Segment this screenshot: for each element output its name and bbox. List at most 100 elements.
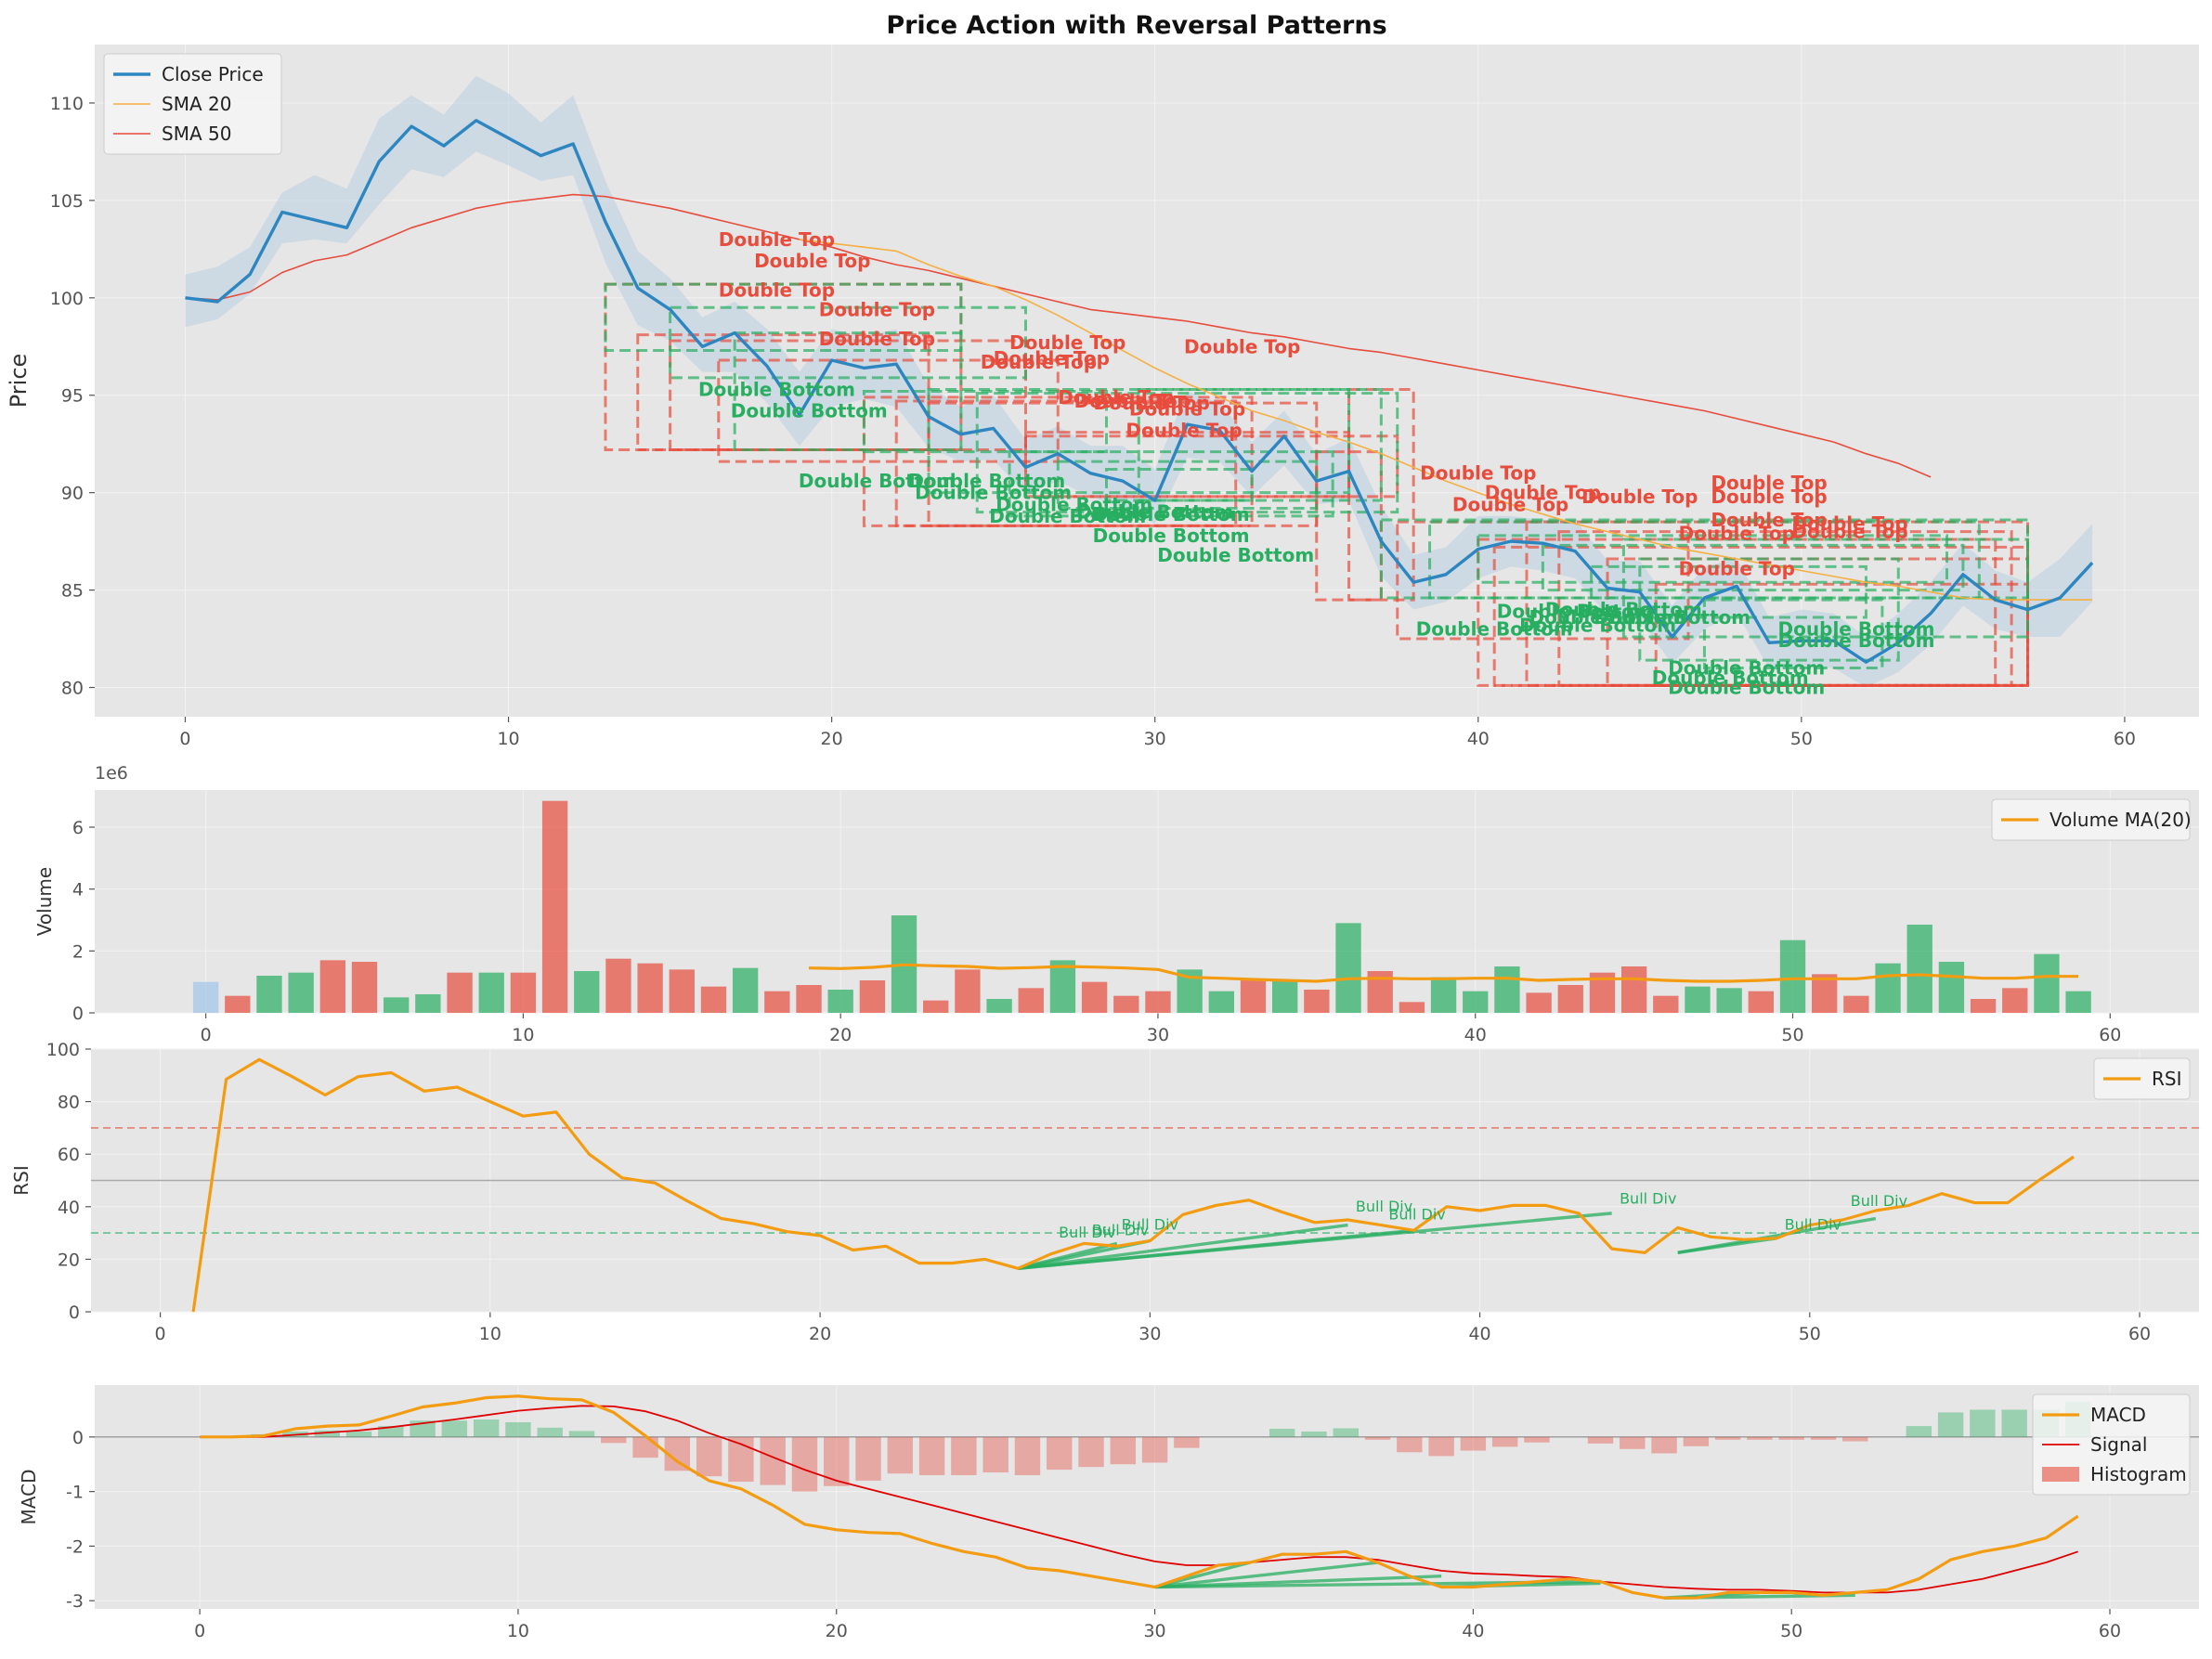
rsi-divergence-line (1018, 1223, 1348, 1270)
macd-histogram-bar (505, 1421, 531, 1437)
x-tick-label: 40 (1462, 1621, 1484, 1641)
double-bottom-label: Double Bottom (1519, 614, 1676, 636)
bull-divergence-label: Bull Div (1785, 1216, 1841, 1234)
macd-histogram-bar (918, 1436, 945, 1475)
x-tick-label: 40 (1464, 1025, 1487, 1045)
y-tick-label: 110 (50, 94, 84, 114)
double-bottom-label: Double Bottom (1093, 503, 1250, 525)
macd-histogram-bar (2001, 1409, 2027, 1437)
volume-bar (1685, 986, 1711, 1013)
x-tick-label: 0 (201, 1025, 212, 1045)
double-bottom-box (1137, 387, 1383, 502)
volume-bar (1208, 991, 1234, 1013)
double-bottom-label: Double Bottom (1594, 606, 1750, 629)
double-bottom-box (669, 305, 1027, 380)
volume-bar (827, 990, 853, 1013)
double-top-box (717, 358, 1060, 463)
double-bottom-label: Double Bottom (1652, 667, 1809, 689)
double-top-box (1654, 582, 2030, 687)
y-tick-label: 85 (61, 581, 84, 602)
double-bottom-box (1638, 557, 1900, 662)
macd-histogram-bar (568, 1431, 595, 1437)
double-bottom-label: Double Bottom (1497, 601, 1654, 623)
legend-box (1991, 798, 2191, 841)
x-tick-label: 30 (1139, 1324, 1161, 1344)
price-y-axis-label: Price (6, 354, 32, 408)
x-tick-label: 50 (1780, 1621, 1802, 1641)
macd-histogram-bar (696, 1436, 722, 1477)
double-top-box (1396, 520, 1690, 641)
legend-box (2093, 1057, 2191, 1100)
volume-bar (1018, 988, 1044, 1013)
volume-bar (288, 972, 314, 1013)
macd-histogram-bar (1937, 1412, 1964, 1437)
double-top-label: Double Top (1094, 392, 1210, 414)
y-tick-label: 0 (69, 1303, 80, 1323)
macd-panel: 0 10 20 30 40 50 60 -3 -2 -1 0 MACD (18, 1385, 2199, 1641)
bull-divergence-label: Bull Div (1851, 1192, 1907, 1210)
double-top-label: Double Top (819, 298, 935, 320)
volume-offset-label: 1e6 (95, 763, 128, 784)
volume-bar (923, 1000, 949, 1013)
double-bottom-label: Double Bottom (1545, 599, 1702, 621)
volume-bar (1430, 977, 1457, 1013)
volume-bar (764, 991, 790, 1013)
x-tick-label: 50 (1799, 1324, 1821, 1344)
double-bottom-label: Double Bottom (995, 493, 1152, 515)
volume-bar (986, 999, 1012, 1013)
legend-entry: SMA 20 (162, 93, 231, 115)
macd-histogram-bar (473, 1419, 500, 1437)
bull-divergence-label: Bull Div (1122, 1216, 1178, 1234)
rsi-line (191, 1057, 2075, 1313)
macd-histogram-bar (1014, 1436, 1041, 1475)
x-tick-label: 0 (194, 1621, 205, 1641)
double-top-label: Double Top (994, 347, 1110, 369)
volume-bar (605, 958, 631, 1013)
double-bottom-label: Double Bottom (731, 400, 888, 422)
macd-histogram-bar (1078, 1436, 1104, 1468)
volume-y-axis-label: Volume (33, 867, 56, 936)
volume-panel: 0 10 20 30 40 50 60 0 2 4 6 Volume 1e6 (33, 763, 2199, 1045)
sma50-line (185, 193, 1932, 478)
double-top-label: Double Top (1009, 331, 1126, 354)
legend-entry: RSI (2152, 1068, 2182, 1090)
y-tick-label: 6 (72, 818, 84, 838)
double-bottom-label: Double Bottom (1778, 629, 1935, 652)
volume-bar (256, 976, 282, 1013)
macd-histogram-bar (1842, 1436, 1868, 1442)
rsi-y-axis-label: RSI (10, 1165, 33, 1196)
x-tick-label: 60 (2099, 1621, 2121, 1641)
macd-histogram-bar (1651, 1436, 1677, 1454)
bull-divergence-label: Bull Div (1356, 1198, 1412, 1215)
double-bottom-box (1428, 520, 1981, 600)
volume-bar (478, 972, 504, 1013)
volume-bar (1526, 992, 1552, 1013)
volume-bar (192, 981, 219, 1013)
double-bottom-box (862, 390, 1108, 454)
macd-divergence-line (1154, 1561, 1378, 1589)
macd-histogram-bar (1491, 1436, 1518, 1447)
legend-box (103, 53, 282, 155)
macd-histogram-bar (537, 1427, 563, 1437)
x-tick-label: 60 (2099, 1025, 2121, 1045)
double-bottom-box (975, 392, 1399, 514)
volume-bar (1906, 925, 1932, 1013)
double-bottom-box (1477, 534, 1948, 584)
macd-histogram-bar (1174, 1436, 1200, 1448)
macd-y-axis-label: MACD (18, 1470, 40, 1525)
x-tick-label: 30 (1147, 1025, 1169, 1045)
volume-bar (1620, 966, 1647, 1013)
bull-divergence-label: Bull Div (1620, 1189, 1676, 1207)
volume-bar (2065, 991, 2091, 1013)
double-bottom-label: Double Bottom (799, 470, 956, 492)
volume-bar (1494, 966, 1520, 1013)
double-top-label: Double Top (1074, 390, 1191, 412)
double-bottom-box (1056, 460, 1319, 510)
rsi-legend: RSI (2093, 1057, 2191, 1100)
x-tick-label: 10 (512, 1025, 534, 1045)
double-top-label: Double Top (1791, 521, 1907, 543)
macd-histogram-bar (855, 1436, 881, 1481)
macd-line (200, 1394, 2079, 1600)
double-top-label: Double Top (1679, 523, 1795, 545)
